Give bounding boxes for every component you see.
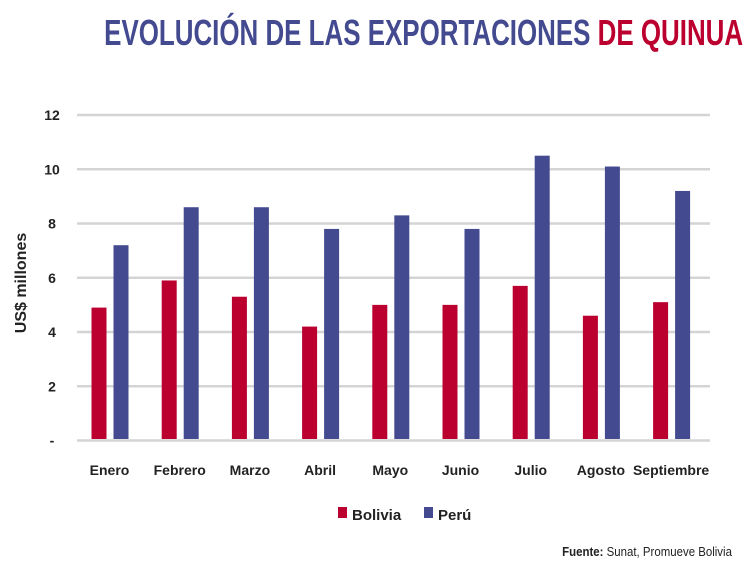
gridlines: [77, 113, 710, 442]
bar-bolivia-abril: [302, 326, 318, 439]
bar-per-enero: [113, 245, 129, 439]
y-tick-label: 10: [44, 161, 60, 177]
title-part-1: EVOLUCIÓN DE LAS EXPORTACIONES: [104, 12, 591, 53]
bar-bolivia-junio: [442, 304, 458, 439]
x-tick-label: Junio: [442, 462, 479, 478]
source-label: Fuente:: [562, 544, 604, 559]
x-tick-label: Marzo: [230, 462, 270, 478]
legend: Bolivia Perú: [338, 507, 471, 524]
y-tick-label: 2: [48, 378, 56, 394]
x-tick-label: Julio: [514, 462, 547, 478]
y-tick-label: 4: [48, 324, 56, 340]
bar-per-febrero: [183, 207, 199, 439]
bar-bolivia-marzo: [231, 296, 247, 439]
source-text: Sunat, Promueve Bolivia: [606, 544, 732, 559]
y-tick-label: 12: [44, 107, 60, 123]
source-note: Fuente: Sunat, Promueve Bolivia: [562, 544, 732, 559]
y-tick-label: -: [50, 433, 55, 449]
chart-title: EVOLUCIÓN DE LAS EXPORTACIONES DE QUINUA: [104, 12, 743, 54]
legend-label: Bolivia: [352, 507, 402, 524]
x-tick-label: Mayo: [372, 462, 408, 478]
x-tick-label: Agosto: [577, 462, 625, 478]
y-axis-ticks: - 2 4 6 8 10 12: [44, 107, 60, 449]
bar-per-julio: [534, 155, 550, 439]
x-tick-label: Abril: [304, 462, 336, 478]
bar-bolivia-enero: [91, 307, 107, 439]
x-axis-categories: Enero Febrero Marzo Abril Mayo Junio Julio Agos…: [90, 462, 710, 478]
bars: [91, 155, 691, 439]
bar-per-abril: [324, 228, 340, 439]
y-tick-label: 8: [48, 216, 56, 232]
x-tick-label: Septiembre: [633, 462, 709, 478]
bar-per-marzo: [253, 207, 269, 439]
bar-per-mayo: [394, 215, 410, 439]
y-tick-label: 6: [48, 270, 56, 286]
y-axis-label: US$ millones: [13, 233, 30, 334]
bar-bolivia-julio: [512, 285, 528, 439]
x-tick-label: Febrero: [154, 462, 206, 478]
bar-per-junio: [464, 228, 480, 439]
title-part-2: DE QUINUA: [597, 12, 744, 53]
legend-swatch-bolivia: [338, 507, 347, 518]
x-tick-label: Enero: [90, 462, 130, 478]
bar-per-agosto: [604, 166, 620, 439]
legend-label: Perú: [438, 507, 471, 524]
bar-bolivia-agosto: [582, 315, 598, 439]
bar-bolivia-septiembre: [653, 302, 669, 439]
bar-bolivia-mayo: [372, 304, 388, 439]
bar-bolivia-febrero: [161, 280, 177, 439]
legend-swatch-peru: [424, 507, 433, 518]
bar-per-septiembre: [675, 190, 691, 439]
